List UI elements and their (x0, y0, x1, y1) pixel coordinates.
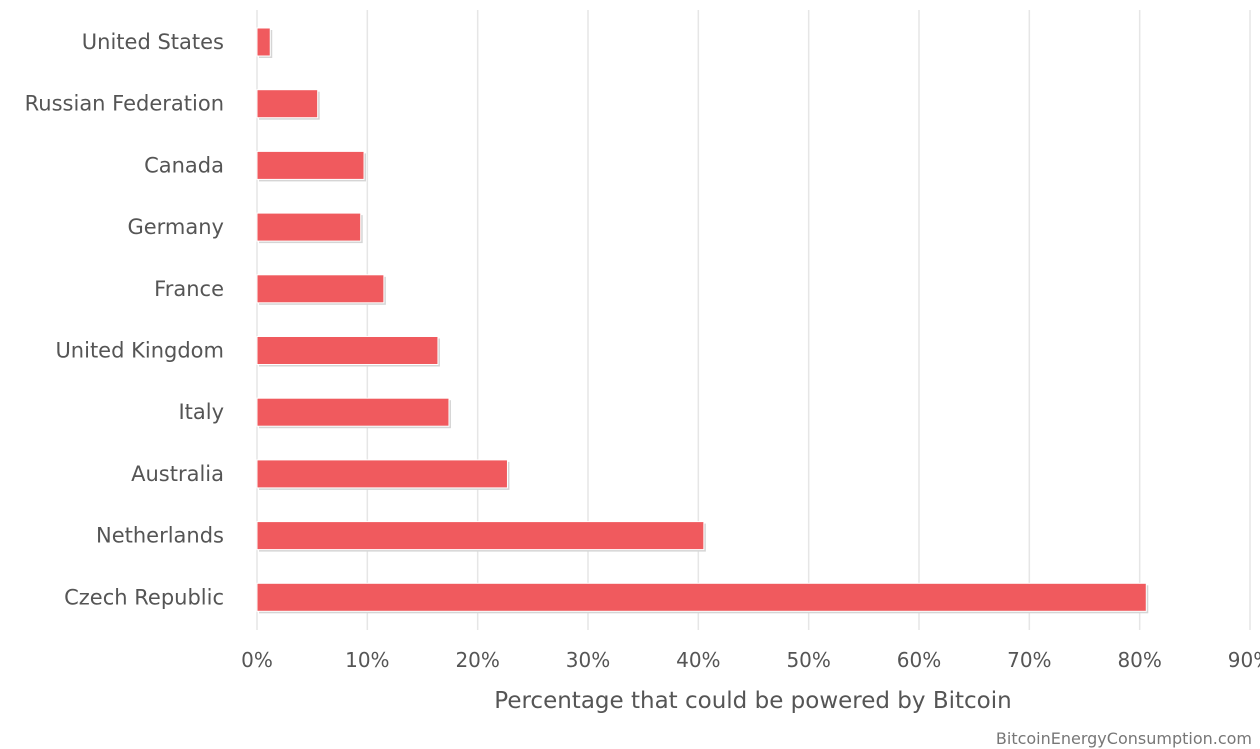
x-tick-label: 20% (455, 648, 499, 672)
x-tick-label: 50% (786, 648, 830, 672)
bar[interactable] (256, 150, 365, 180)
x-tick-label: 10% (345, 648, 389, 672)
category-label: Australia (131, 462, 224, 486)
x-axis-title: Percentage that could be powered by Bitc… (494, 688, 1011, 714)
bar[interactable] (256, 521, 705, 551)
bar[interactable] (256, 582, 1147, 612)
category-label: Canada (144, 153, 224, 177)
category-labels: United States Russian Federation Canada Ger… (25, 30, 224, 609)
bar[interactable] (256, 274, 385, 304)
bar[interactable] (256, 336, 439, 365)
x-tick-label: 0% (241, 648, 273, 672)
category-label: Italy (178, 400, 224, 424)
category-label: Czech Republic (64, 585, 224, 609)
category-label: France (154, 277, 224, 301)
category-label: Netherlands (96, 524, 224, 548)
bar[interactable] (256, 397, 450, 427)
bar[interactable] (256, 212, 362, 242)
category-label: Germany (127, 215, 224, 239)
x-tick-label: 70% (1007, 648, 1051, 672)
bar[interactable] (256, 27, 271, 57)
category-label: United States (82, 30, 224, 54)
x-tick-label: 30% (566, 648, 610, 672)
x-tick-labels: 0% 10% 20% 30% 40% 50% 60% 70% 80% 90% (241, 648, 1260, 672)
bar[interactable] (256, 89, 319, 119)
bar[interactable] (256, 459, 508, 489)
x-tick-label: 80% (1117, 648, 1161, 672)
credit-text: BitcoinEnergyConsumption.com (996, 729, 1252, 748)
category-label: Russian Federation (25, 92, 224, 116)
x-tick-label: 40% (676, 648, 720, 672)
x-tick-label: 90% (1228, 648, 1260, 672)
x-tick-label: 60% (897, 648, 941, 672)
category-label: United Kingdom (55, 339, 224, 363)
bars (256, 27, 1149, 614)
gridlines (256, 10, 1251, 630)
